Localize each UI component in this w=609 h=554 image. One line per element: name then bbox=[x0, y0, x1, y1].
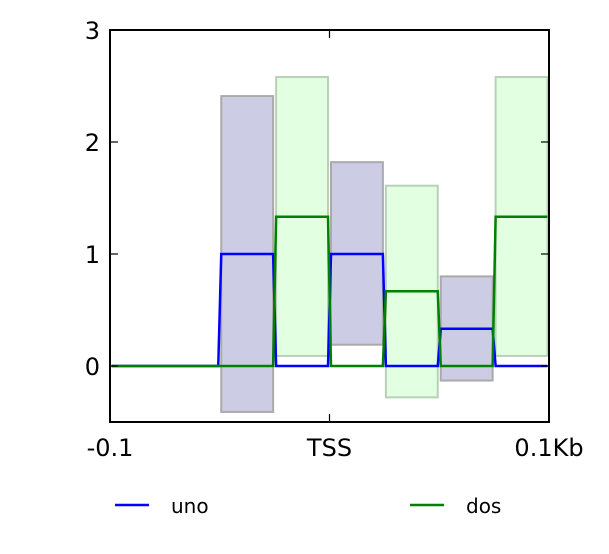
ticks: 0 1 2 3 -0.1 TSS 0.1Kb bbox=[85, 17, 584, 462]
x-tick-label: 0.1Kb bbox=[514, 434, 583, 462]
series-lines bbox=[111, 215, 548, 368]
y-tick-label: 1 bbox=[85, 241, 100, 269]
y-tick-label: 2 bbox=[85, 129, 100, 157]
x-tick-label: TSS bbox=[306, 434, 352, 462]
legend-label-dos: dos bbox=[466, 494, 501, 518]
x-tick-label: -0.1 bbox=[87, 434, 134, 462]
legend: uno dos bbox=[115, 494, 501, 518]
legend-label-uno: uno bbox=[171, 494, 209, 518]
error-bands bbox=[220, 76, 549, 413]
line-dos bbox=[111, 215, 548, 368]
y-tick-label: 3 bbox=[85, 17, 100, 45]
y-tick-label: 0 bbox=[85, 353, 100, 381]
